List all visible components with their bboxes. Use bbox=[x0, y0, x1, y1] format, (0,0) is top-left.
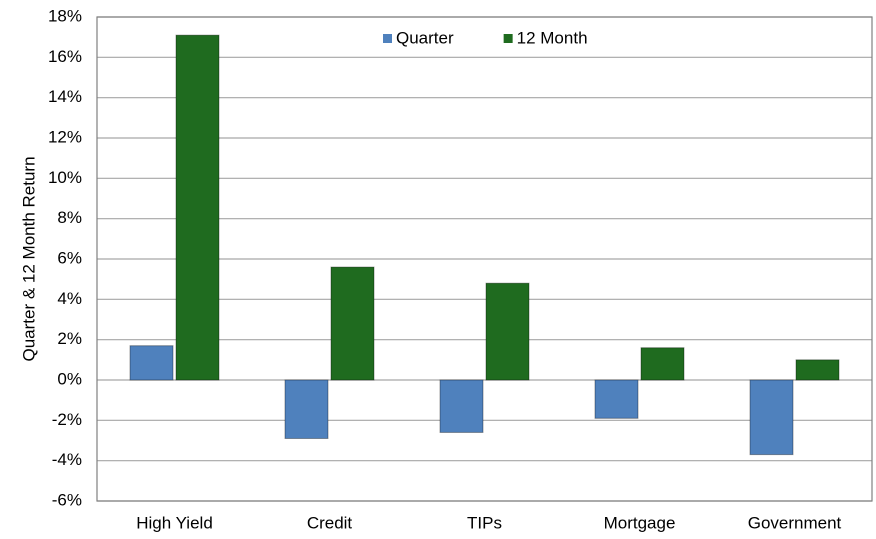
x-tick-label: Government bbox=[748, 513, 842, 532]
bar bbox=[749, 379, 794, 456]
bar bbox=[284, 379, 329, 439]
y-tick-label: 16% bbox=[48, 47, 82, 66]
legend-swatch bbox=[503, 34, 513, 43]
legend-swatch bbox=[383, 34, 392, 43]
y-tick-label: 10% bbox=[48, 168, 82, 187]
bar bbox=[594, 379, 639, 419]
y-tick-label: 4% bbox=[57, 289, 82, 308]
y-tick-label: -6% bbox=[52, 490, 82, 509]
plot-border bbox=[96, 16, 873, 502]
y-tick-label: 12% bbox=[48, 127, 82, 146]
y-axis-label: Quarter & 12 Month Return bbox=[19, 156, 38, 361]
bar bbox=[439, 379, 484, 433]
y-tick-label: 0% bbox=[57, 369, 82, 388]
legend-label: 12 Month bbox=[517, 28, 588, 47]
x-tick-label: Mortgage bbox=[604, 513, 676, 532]
y-tick-label: 2% bbox=[57, 329, 82, 348]
bar bbox=[330, 266, 375, 381]
bar bbox=[640, 347, 685, 381]
bar bbox=[129, 345, 174, 381]
y-tick-label: 8% bbox=[57, 208, 82, 227]
legend-label: Quarter bbox=[396, 28, 454, 47]
x-tick-label: TIPs bbox=[467, 513, 502, 532]
y-tick-label: 14% bbox=[48, 87, 82, 106]
bar bbox=[175, 34, 220, 381]
bar bbox=[485, 282, 530, 381]
y-tick-label: 18% bbox=[48, 6, 82, 25]
bar bbox=[795, 359, 840, 381]
x-tick-label: High Yield bbox=[136, 513, 213, 532]
x-tick-label: Credit bbox=[307, 513, 353, 532]
y-tick-label: -2% bbox=[52, 410, 82, 429]
y-tick-label: -4% bbox=[52, 450, 82, 469]
y-tick-label: 6% bbox=[57, 248, 82, 267]
